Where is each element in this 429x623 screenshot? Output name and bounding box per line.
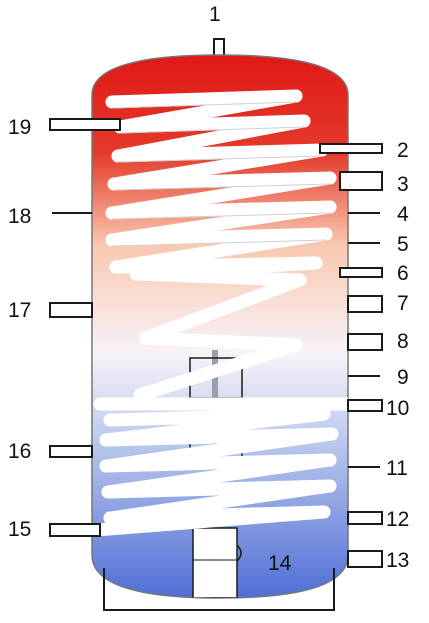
label-16: 16 (8, 440, 32, 463)
tank-stand (103, 568, 335, 611)
label-7: 7 (397, 292, 409, 315)
connection-6 (339, 267, 383, 278)
label-2: 2 (397, 139, 409, 162)
label-18: 18 (8, 205, 32, 228)
label-3: 3 (397, 173, 409, 196)
left-connections (49, 118, 121, 537)
label-5: 5 (397, 233, 409, 256)
connection-17 (49, 302, 93, 318)
label-6: 6 (397, 262, 409, 285)
label-11: 11 (386, 457, 408, 480)
label-19: 19 (8, 116, 32, 139)
connection-19 (49, 118, 121, 131)
label-12: 12 (386, 508, 410, 531)
connection-15 (49, 523, 101, 537)
label-1: 1 (209, 3, 221, 26)
label-9: 9 (397, 366, 409, 389)
connection-13 (347, 550, 383, 568)
label-13: 13 (386, 549, 410, 572)
connection-7 (347, 295, 383, 313)
connection-12 (347, 511, 383, 525)
upper-coil-outline (111, 101, 331, 247)
top-connection-pipe (213, 38, 225, 57)
label-14: 14 (268, 552, 292, 575)
upper-heat-exchanger-coil (105, 89, 337, 402)
label-4: 4 (397, 203, 409, 226)
label-15: 15 (8, 518, 32, 541)
connection-3 (339, 171, 383, 191)
label-17: 17 (8, 299, 32, 322)
connection-10 (347, 399, 383, 412)
connection-16 (49, 445, 93, 458)
connection-8 (347, 333, 383, 351)
label-10: 10 (386, 397, 410, 420)
lower-heat-exchanger-coil (92, 397, 348, 537)
label-8: 8 (397, 330, 409, 353)
inspection-flange (192, 527, 238, 598)
connection-2 (319, 143, 383, 154)
right-connections (319, 143, 383, 568)
